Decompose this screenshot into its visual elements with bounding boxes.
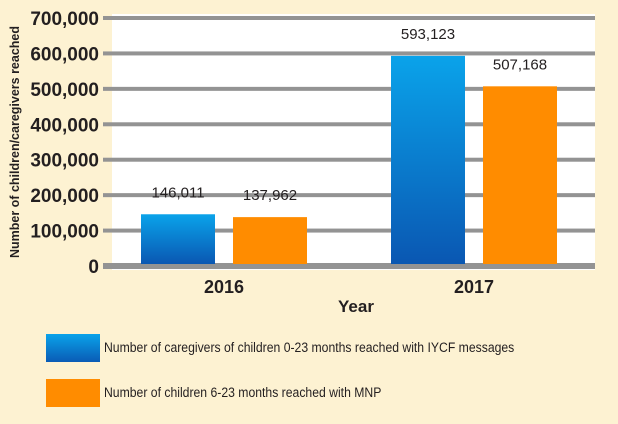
legend-label-mnp: Number of children 6-23 months reached w…: [104, 385, 382, 401]
bars: [141, 55, 557, 265]
y-tick-label: 300,000: [30, 151, 99, 172]
gridline: [103, 122, 595, 127]
gridline: [103, 16, 595, 20]
y-tick-label: 100,000: [30, 222, 99, 243]
x-tick-label-2017: 2017: [454, 277, 494, 297]
y-axis-ticks: 0 100,000 200,000 300,000 400,000 500,000 600,…: [30, 9, 99, 278]
gridline: [103, 51, 595, 56]
data-label: 507,168: [493, 56, 547, 73]
y-tick-label: 200,000: [30, 186, 99, 207]
legend-label-iycf: Number of caregivers of children 0-23 mo…: [104, 340, 515, 356]
x-axis-ticks: 2016 2017: [204, 277, 494, 297]
gridline: [103, 86, 595, 91]
bar-mnp-2016: [233, 217, 307, 264]
gridline: [103, 157, 595, 162]
data-labels: 146,011 137,962 593,123 507,168: [151, 26, 547, 204]
gridlines: [103, 16, 595, 269]
y-axis-title: Number of children/caregivers reached: [8, 26, 22, 258]
gridline: [103, 193, 595, 198]
data-label: 137,962: [243, 187, 297, 204]
legend-swatch-mnp: [46, 379, 100, 407]
gridline: [103, 263, 595, 269]
y-tick-label: 700,000: [30, 9, 99, 30]
legend-item-iycf: Number of caregivers of children 0-23 mo…: [46, 334, 581, 362]
legend: Number of caregivers of children 0-23 mo…: [46, 334, 581, 424]
bar-iycf-2016: [141, 214, 215, 264]
y-tick-label: 500,000: [30, 80, 99, 101]
data-label: 146,011: [151, 184, 204, 201]
gridline: [103, 228, 595, 233]
legend-swatch-iycf: [46, 334, 100, 362]
legend-item-mnp: Number of children 6-23 months reached w…: [46, 379, 581, 407]
bar-mnp-2017: [483, 86, 557, 264]
bar-iycf-2017: [391, 55, 465, 265]
y-tick-label: 0: [88, 257, 99, 278]
y-tick-label: 600,000: [30, 44, 99, 65]
bar-chart: 0 100,000 200,000 300,000 400,000 500,000 600,…: [8, 9, 595, 316]
x-tick-label-2016: 2016: [204, 277, 244, 297]
x-axis-title: Year: [338, 297, 374, 316]
y-tick-label: 400,000: [30, 115, 99, 136]
data-label: 593,123: [401, 26, 455, 43]
